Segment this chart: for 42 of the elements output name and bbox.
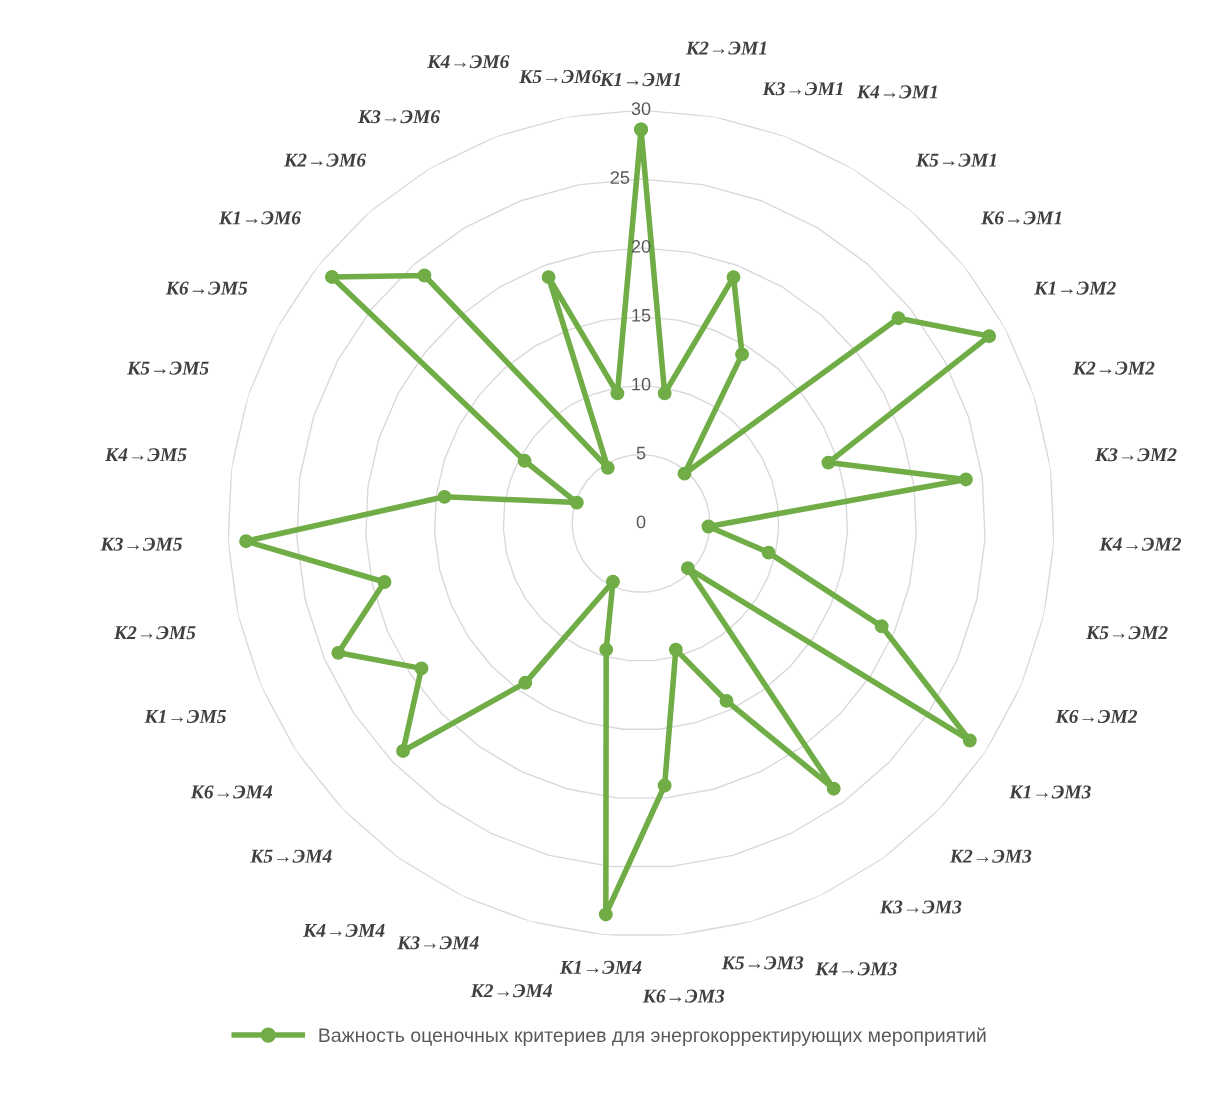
spoke-label: К6→ЭМ4 bbox=[190, 785, 273, 799]
spoke-label: К1→ЭМ6 bbox=[218, 211, 301, 225]
spoke-label: К3→ЭМ1 bbox=[762, 82, 843, 96]
spoke-label: К1→ЭМ3 bbox=[1009, 785, 1091, 799]
spoke-label: К5→ЭМ6 bbox=[519, 70, 602, 84]
spoke-label: К4→ЭМ2 bbox=[1099, 537, 1182, 551]
spoke-label: К1→ЭМ2 bbox=[1034, 281, 1116, 295]
y-tick-label: 0 bbox=[636, 515, 646, 529]
spoke-label: К6→ЭМ3 bbox=[642, 989, 725, 1003]
spoke-label: К3→ЭМ3 bbox=[879, 900, 962, 914]
y-tick-label: 30 bbox=[631, 102, 651, 116]
legend-label: Важность оценочных критериев для энергокорректирующих мероприятий bbox=[319, 1027, 986, 1046]
spoke-label: К4→ЭМ4 bbox=[302, 923, 385, 937]
spoke-label: К1→ЭМ5 bbox=[144, 709, 227, 724]
spoke-label: К4→ЭМ5 bbox=[104, 448, 187, 462]
spoke-label: К5→ЭМ1 bbox=[915, 153, 997, 167]
spoke-label: К3→ЭМ2 bbox=[1094, 448, 1177, 462]
spoke-label: К4→ЭМ1 bbox=[856, 85, 937, 99]
y-tick-label: 5 bbox=[636, 446, 646, 460]
spoke-label: К1→ЭМ1 bbox=[599, 73, 681, 87]
spoke-label: К3→ЭМ6 bbox=[357, 110, 441, 124]
spoke-label: К6→ЭМ2 bbox=[1055, 709, 1138, 724]
spoke-label: К5→ЭМ4 bbox=[250, 849, 332, 863]
spoke-label: К4→ЭМ3 bbox=[815, 962, 897, 976]
spoke-label: К2→ЭМ1 bbox=[685, 41, 767, 55]
spoke-label: К2→ЭМ5 bbox=[113, 626, 196, 640]
spoke-label: К1→ЭМ4 bbox=[559, 960, 642, 974]
spoke-label: К3→ЭМ4 bbox=[397, 936, 479, 950]
spoke-label: К5→ЭМ2 bbox=[1085, 626, 1168, 640]
y-tick-label: 10 bbox=[632, 377, 651, 391]
spoke-label: К2→ЭМ4 bbox=[470, 984, 553, 998]
spoke-label: К4→ЭМ6 bbox=[427, 55, 510, 69]
spoke-label: К6→ЭМ5 bbox=[165, 281, 248, 295]
spoke-label: К2→ЭМ2 bbox=[1072, 361, 1155, 375]
y-tick-label: 25 bbox=[610, 171, 630, 184]
spoke-label: К5→ЭМ5 bbox=[127, 361, 209, 375]
spoke-label: К3→ЭМ5 bbox=[100, 537, 183, 551]
spoke-label: К6→ЭМ1 bbox=[980, 211, 1062, 225]
spoke-label: К5→ЭМ3 bbox=[721, 956, 804, 970]
spoke-label: К2→ЭМ3 bbox=[949, 849, 1032, 863]
spoke-label: К2→ЭМ6 bbox=[283, 153, 367, 167]
y-tick-label: 15 bbox=[632, 309, 651, 322]
